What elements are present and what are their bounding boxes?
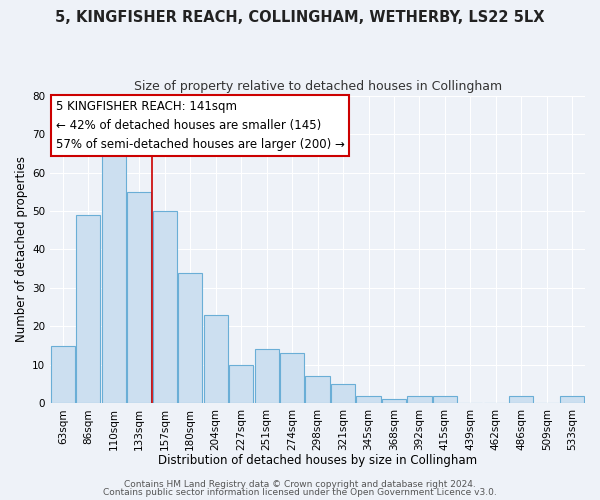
- Bar: [178, 272, 202, 404]
- Bar: [152, 211, 177, 404]
- Bar: [356, 396, 380, 404]
- Bar: [127, 192, 151, 404]
- Bar: [433, 396, 457, 404]
- Bar: [229, 365, 253, 404]
- Bar: [203, 315, 228, 404]
- Bar: [280, 354, 304, 404]
- Text: 5, KINGFISHER REACH, COLLINGHAM, WETHERBY, LS22 5LX: 5, KINGFISHER REACH, COLLINGHAM, WETHERB…: [55, 10, 545, 25]
- Bar: [560, 396, 584, 404]
- Bar: [76, 215, 100, 404]
- Title: Size of property relative to detached houses in Collingham: Size of property relative to detached ho…: [134, 80, 502, 93]
- Bar: [305, 376, 329, 404]
- Text: Contains HM Land Registry data © Crown copyright and database right 2024.: Contains HM Land Registry data © Crown c…: [124, 480, 476, 489]
- Text: 5 KINGFISHER REACH: 141sqm
← 42% of detached houses are smaller (145)
57% of sem: 5 KINGFISHER REACH: 141sqm ← 42% of deta…: [56, 100, 344, 151]
- X-axis label: Distribution of detached houses by size in Collingham: Distribution of detached houses by size …: [158, 454, 477, 468]
- Bar: [254, 350, 279, 404]
- Bar: [331, 384, 355, 404]
- Bar: [382, 400, 406, 404]
- Bar: [509, 396, 533, 404]
- Bar: [407, 396, 431, 404]
- Bar: [51, 346, 75, 404]
- Y-axis label: Number of detached properties: Number of detached properties: [15, 156, 28, 342]
- Bar: [102, 150, 126, 404]
- Text: Contains public sector information licensed under the Open Government Licence v3: Contains public sector information licen…: [103, 488, 497, 497]
